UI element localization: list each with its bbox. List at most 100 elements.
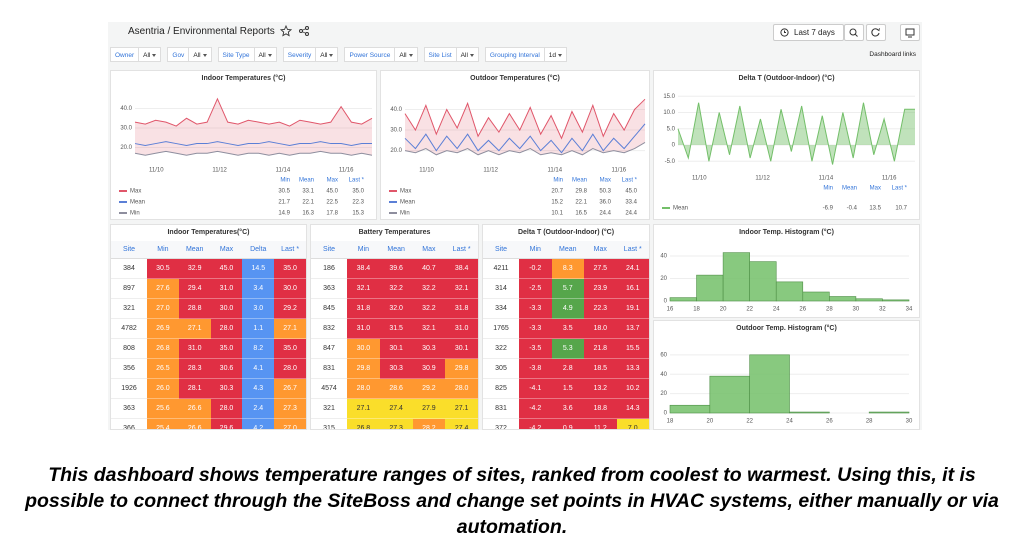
histogram-bar xyxy=(669,404,711,414)
refresh-button[interactable] xyxy=(866,24,886,41)
x-tick-label: 26 xyxy=(799,307,806,313)
legend-value: 33.4 xyxy=(625,200,637,206)
legend-name: Max xyxy=(400,189,411,195)
site-cell: 356 xyxy=(111,358,147,379)
heat-cell: 29.2 xyxy=(412,378,446,399)
table-row: 321 27.0 28.8 30.0 3.0 29.2 xyxy=(111,298,306,319)
band-fill xyxy=(135,98,372,156)
filter-dropdown[interactable]: All xyxy=(139,47,162,62)
site-cell: 322 xyxy=(483,338,519,359)
filter-label: Power Source xyxy=(344,47,396,62)
time-series-chart: 20.0 30.0 40.0 11/10 11/12 11/14 11/16 Min Mean M… xyxy=(389,98,646,217)
panel-title: Indoor Temperatures(°C) xyxy=(167,229,250,236)
tv-button[interactable] xyxy=(900,24,920,41)
y-tick-label: 20.0 xyxy=(120,145,132,151)
table-row: 847 30.0 30.1 30.3 30.1 xyxy=(311,338,478,359)
histogram-bar xyxy=(696,274,724,302)
table-row: 384 30.5 32.9 45.0 14.5 35.0 xyxy=(111,258,306,279)
filter-dropdown[interactable]: All xyxy=(316,47,339,62)
site-cell: 321 xyxy=(311,398,347,419)
x-tick-label: 16 xyxy=(667,307,674,313)
column-header[interactable]: Max xyxy=(584,241,617,259)
legend-value: 15.3 xyxy=(352,211,364,217)
column-header[interactable]: Max xyxy=(412,241,446,259)
heat-cell: -3.3 xyxy=(519,318,552,339)
column-header[interactable]: Mean xyxy=(551,241,584,259)
legend-value: 50.3 xyxy=(599,189,611,195)
site-cell: 372 xyxy=(483,418,519,429)
x-tick-label: 20 xyxy=(720,307,727,313)
column-header[interactable]: Site xyxy=(311,241,347,259)
table-row: 832 31.0 31.5 32.1 31.0 xyxy=(311,318,478,339)
heat-cell: -4.2 xyxy=(519,398,552,419)
panel-title: Indoor Temperatures (°C) xyxy=(201,75,286,82)
heat-cell: 18.0 xyxy=(584,318,617,339)
column-header[interactable]: Mean xyxy=(178,241,211,259)
table-row: 321 27.1 27.4 27.9 27.1 xyxy=(311,398,478,419)
x-tick-label: 28 xyxy=(826,307,833,313)
table-row: 4574 28.0 28.6 29.2 28.0 xyxy=(311,378,478,399)
histogram-bar xyxy=(829,296,857,302)
line xyxy=(134,150,373,156)
filter: Severity All xyxy=(282,47,339,62)
column-header[interactable]: Last * xyxy=(616,241,649,259)
column-header[interactable]: Min xyxy=(147,241,179,259)
legend-header: Max xyxy=(600,178,611,184)
histogram-bar xyxy=(749,261,777,302)
heat-cell: 32.1 xyxy=(412,318,446,339)
column-header[interactable]: Delta xyxy=(242,241,275,259)
star-icon[interactable] xyxy=(280,25,292,37)
filter-dropdown[interactable]: 1d xyxy=(544,47,568,62)
y-tick-label: 0 xyxy=(664,411,668,417)
clock-icon xyxy=(780,28,789,37)
x-tick-label: 18 xyxy=(693,307,700,313)
column-header[interactable]: Max xyxy=(210,241,243,259)
heat-cell: 24.1 xyxy=(616,258,649,279)
zoom-button[interactable] xyxy=(844,24,864,41)
legend-name: Min xyxy=(130,211,140,217)
line xyxy=(677,102,915,165)
heat-cell: 35.0 xyxy=(274,338,306,359)
column-header[interactable]: Site xyxy=(483,241,519,259)
histogram-chart: 0 20 40 60 18 20 22 24 26 28 30 xyxy=(660,352,913,425)
filter-dropdown[interactable]: All xyxy=(189,47,212,62)
legend-header: Min xyxy=(553,178,563,184)
heat-cell: 1.1 xyxy=(242,318,275,339)
column-header[interactable]: Last * xyxy=(445,241,478,259)
filter-dropdown[interactable]: All xyxy=(254,47,277,62)
filter-dropdown[interactable]: All xyxy=(456,47,479,62)
column-header[interactable]: Min xyxy=(347,241,380,259)
tv-icon xyxy=(905,28,915,38)
dashboard-links[interactable]: Dashboard links xyxy=(869,51,916,58)
x-tick-label: 26 xyxy=(826,419,833,425)
time-picker[interactable]: Last 7 days xyxy=(773,24,844,41)
heat-cell: 4.9 xyxy=(551,298,584,319)
legend-header: Last * xyxy=(622,178,638,184)
legend-value: 29.8 xyxy=(575,189,587,195)
filter-dropdown[interactable]: All xyxy=(395,47,418,62)
column-header[interactable]: Site xyxy=(111,241,147,259)
column-header[interactable]: Min xyxy=(519,241,552,259)
filter-label: Severity xyxy=(282,47,317,62)
column-header[interactable]: Last * xyxy=(274,241,306,259)
site-cell: 363 xyxy=(311,278,347,299)
legend-value: 22.1 xyxy=(302,200,314,206)
legend-value: 30.5 xyxy=(278,189,290,195)
column-header[interactable]: Mean xyxy=(379,241,413,259)
heat-cell: 32.1 xyxy=(347,278,380,299)
site-cell: 363 xyxy=(111,398,147,419)
time-series-chart: 20.0 30.0 40.0 11/10 11/12 11/14 11/16 Min Mean M… xyxy=(119,97,373,217)
header-row: Site Min Mean Max Delta Last * xyxy=(111,241,306,259)
table-row: 1765 -3.3 3.5 18.0 13.7 xyxy=(483,318,649,339)
share-icon[interactable] xyxy=(298,25,310,37)
heat-cell: 27.5 xyxy=(584,258,617,279)
heat-cell: 28.0 xyxy=(445,378,478,399)
x-tick-label: 11/12 xyxy=(483,168,498,174)
heat-cell: 30.6 xyxy=(210,358,243,379)
heat-cell: 3.6 xyxy=(551,398,584,419)
band-fill xyxy=(405,99,645,155)
y-tick-label: 40 xyxy=(660,372,667,378)
heat-cell: 29.2 xyxy=(274,298,306,319)
heat-cell: 28.0 xyxy=(210,318,243,339)
table-row: 363 25.6 26.6 28.0 2.4 27.3 xyxy=(111,398,306,419)
